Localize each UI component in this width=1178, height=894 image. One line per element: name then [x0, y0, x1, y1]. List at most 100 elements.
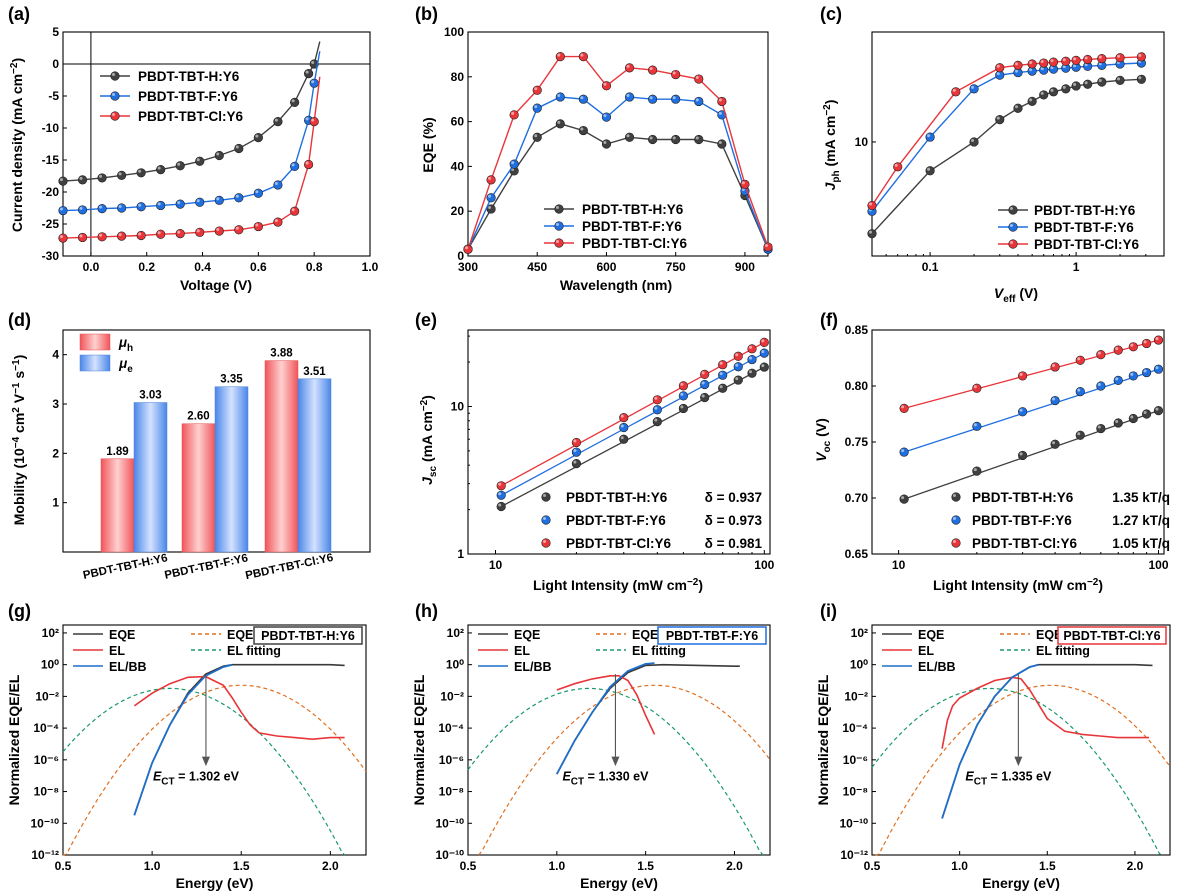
x-tick-label: 100: [754, 558, 774, 572]
legend-marker-highlight: [542, 493, 546, 497]
legend-marker: [951, 538, 961, 548]
label-part: ): [9, 58, 25, 63]
data-point-highlight: [927, 167, 931, 171]
data-point: [486, 175, 496, 185]
data-point-highlight: [488, 205, 492, 209]
data-point: [234, 193, 244, 203]
plot-frame: [62, 624, 367, 856]
data-point: [1039, 58, 1049, 68]
data-point: [733, 351, 743, 361]
data-point-highlight: [498, 492, 502, 496]
data-point: [1018, 407, 1028, 417]
data-point: [648, 94, 658, 104]
data-point: [175, 229, 185, 239]
data-point-highlight: [255, 190, 259, 194]
x-tick-label: 0.6: [250, 260, 267, 274]
data-point: [624, 92, 635, 102]
data-point-highlight: [672, 71, 676, 75]
data-point: [619, 422, 629, 433]
data-point-highlight: [59, 207, 63, 211]
data-point: [309, 116, 319, 127]
data-point-highlight: [1029, 68, 1033, 72]
data-point: [652, 405, 662, 415]
data-point: [571, 437, 582, 448]
series-line: [467, 55, 769, 250]
data-point-highlight: [680, 392, 684, 396]
data-point: [175, 161, 185, 171]
bar-value-label: 2.60: [187, 411, 209, 423]
data-point-highlight: [718, 140, 722, 144]
data-point: [571, 447, 582, 457]
el-curve: [556, 674, 656, 735]
data-point-highlight: [534, 105, 538, 109]
data-point: [995, 115, 1005, 125]
ect-arrow-head: [201, 756, 210, 767]
legend-label: PBDT-TBT-H:Y6: [566, 490, 668, 505]
data-point-highlight: [235, 226, 239, 230]
data-point: [1013, 60, 1023, 70]
data-point-highlight: [274, 118, 278, 122]
y-tick-label: 0.70: [845, 491, 869, 505]
panel-title: PBDT-TBT-H:Y6: [261, 629, 355, 643]
data-point-highlight: [1014, 105, 1018, 109]
x-tick-label: 1.5: [637, 859, 654, 873]
data-point-highlight: [626, 64, 630, 68]
label-part: ): [822, 100, 838, 105]
data-point: [969, 137, 979, 147]
ect-label: ECT = 1.330 eV: [562, 769, 649, 787]
data-point: [1018, 450, 1028, 461]
data-point-highlight: [1050, 59, 1054, 63]
data-point-highlight: [99, 233, 103, 237]
data-point-highlight: [680, 405, 684, 409]
data-point-highlight: [1084, 56, 1088, 60]
data-point-highlight: [973, 385, 977, 389]
data-point-highlight: [157, 166, 161, 170]
data-point-highlight: [291, 99, 295, 103]
legend-marker-highlight: [111, 72, 116, 77]
y-tick-label: 10⁰: [41, 658, 59, 672]
data-point: [763, 242, 773, 252]
data-point-highlight: [488, 176, 492, 180]
data-point: [1097, 77, 1107, 87]
data-point: [304, 159, 314, 170]
legend-marker: [541, 515, 551, 525]
x-tick-label: 1.0: [362, 260, 379, 274]
x-tick-label: 0.5: [864, 859, 881, 873]
data-point-highlight: [620, 436, 624, 440]
panel-b: (b) 300 450 600 750 900 0 20 40 60 80 100 Wavelength…: [415, 4, 773, 293]
legend-label: PBDT-TBT-F:Y6: [972, 513, 1072, 528]
data-point-highlight: [1117, 77, 1121, 81]
data-point: [58, 205, 68, 216]
label-part: CT: [974, 776, 987, 787]
data-point: [273, 180, 283, 190]
legend-label: PBDT-TBT-H:Y6: [138, 69, 240, 84]
label-part: −2: [822, 104, 833, 116]
y-tick-label: -25: [42, 217, 60, 231]
legend-label: PBDT-TBT-H:Y6: [972, 490, 1074, 505]
data-point-highlight: [557, 53, 561, 57]
y-tick-label: 20: [451, 204, 465, 218]
label-part: V: [11, 393, 27, 407]
data-point-highlight: [311, 80, 315, 84]
data-point: [97, 204, 107, 214]
y-tick-label: 100: [444, 25, 464, 39]
data-point: [601, 139, 612, 149]
data-point: [759, 362, 769, 372]
data-point: [1128, 371, 1138, 381]
data-point-highlight: [927, 134, 931, 138]
label-part: 2: [11, 407, 22, 413]
data-point-highlight: [894, 163, 898, 167]
y-tick-label: 40: [451, 159, 465, 173]
data-point: [578, 52, 588, 62]
data-point: [1136, 74, 1146, 84]
data-point-highlight: [498, 482, 502, 486]
data-point-highlight: [580, 53, 584, 57]
panel-label: (g): [8, 601, 31, 621]
label-part: sc: [428, 466, 439, 478]
data-point-highlight: [255, 223, 259, 227]
data-point-highlight: [1062, 65, 1066, 69]
data-point-highlight: [79, 234, 83, 238]
data-point-highlight: [695, 136, 699, 140]
el-curve: [941, 676, 1149, 749]
data-point-highlight: [748, 370, 753, 374]
